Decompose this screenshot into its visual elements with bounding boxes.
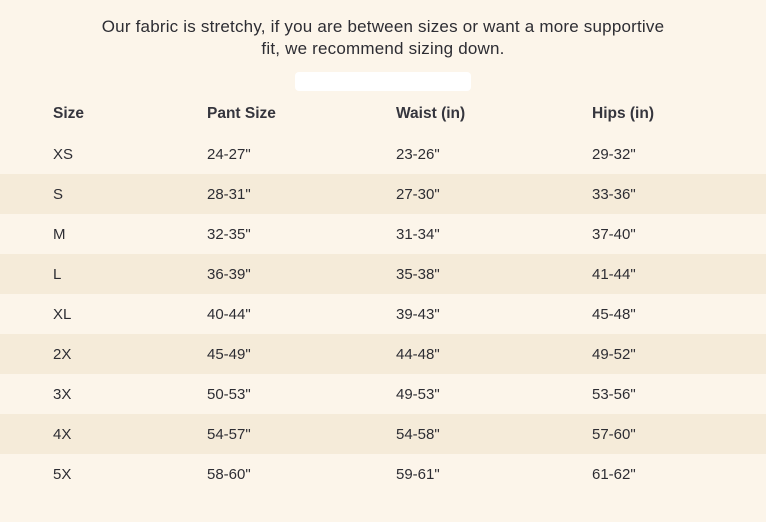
size-cell: XS — [53, 145, 74, 163]
size-cell: XL — [53, 305, 72, 323]
waist-cell: 35-38" — [396, 265, 440, 283]
hips-cell: 41-44" — [592, 265, 636, 283]
pant-size-cell: 54-57" — [207, 425, 251, 443]
table-header-row: Size Pant Size Waist (in) Hips (in) — [0, 94, 766, 134]
hips-cell: 45-48" — [592, 305, 636, 323]
white-divider-bar — [295, 72, 471, 91]
waist-cell: 39-43" — [396, 305, 440, 323]
hips-cell: 37-40" — [592, 225, 636, 243]
size-cell: L — [53, 265, 62, 283]
waist-cell: 23-26" — [396, 145, 440, 163]
size-cell: S — [53, 185, 64, 203]
hips-cell: 33-36" — [592, 185, 636, 203]
waist-cell: 44-48" — [396, 345, 440, 363]
pant-size-cell: 36-39" — [207, 265, 251, 283]
hips-cell: 49-52" — [592, 345, 636, 363]
hips-cell: 61-62" — [592, 465, 636, 483]
table-row: M 32-35" 31-34" 37-40" — [0, 214, 766, 254]
column-header-size: Size — [53, 105, 85, 122]
size-guide-intro-text: Our fabric is stretchy, if you are betwe… — [101, 17, 665, 58]
waist-cell: 54-58" — [396, 425, 440, 443]
column-header-waist: Waist (in) — [396, 105, 466, 122]
pant-size-cell: 40-44" — [207, 305, 251, 323]
size-cell: 5X — [53, 465, 72, 483]
pant-size-cell: 24-27" — [207, 145, 251, 163]
hips-cell: 57-60" — [592, 425, 636, 443]
table-row: XS 24-27" 23-26" 29-32" — [0, 134, 766, 174]
table-row: 4X 54-57" 54-58" 57-60" — [0, 414, 766, 454]
column-header-pant-size: Pant Size — [207, 105, 276, 122]
pant-size-cell: 28-31" — [207, 185, 251, 203]
pant-size-cell: 58-60" — [207, 465, 251, 483]
size-cell: 3X — [53, 385, 72, 403]
table-row: 5X 58-60" 59-61" 61-62" — [0, 454, 766, 494]
table-row: 2X 45-49" 44-48" 49-52" — [0, 334, 766, 374]
table-row: XL 40-44" 39-43" 45-48" — [0, 294, 766, 334]
pant-size-cell: 32-35" — [207, 225, 251, 243]
waist-cell: 49-53" — [396, 385, 440, 403]
size-cell: M — [53, 225, 66, 243]
table-row: L 36-39" 35-38" 41-44" — [0, 254, 766, 294]
table-row: 3X 50-53" 49-53" 53-56" — [0, 374, 766, 414]
size-chart-table: Size Pant Size Waist (in) Hips (in) XS 2… — [0, 94, 766, 494]
column-header-hips: Hips (in) — [592, 105, 654, 122]
size-cell: 4X — [53, 425, 72, 443]
waist-cell: 59-61" — [396, 465, 440, 483]
waist-cell: 27-30" — [396, 185, 440, 203]
pant-size-cell: 45-49" — [207, 345, 251, 363]
size-cell: 2X — [53, 345, 72, 363]
table-row: S 28-31" 27-30" 33-36" — [0, 174, 766, 214]
hips-cell: 53-56" — [592, 385, 636, 403]
waist-cell: 31-34" — [396, 225, 440, 243]
hips-cell: 29-32" — [592, 145, 636, 163]
pant-size-cell: 50-53" — [207, 385, 251, 403]
